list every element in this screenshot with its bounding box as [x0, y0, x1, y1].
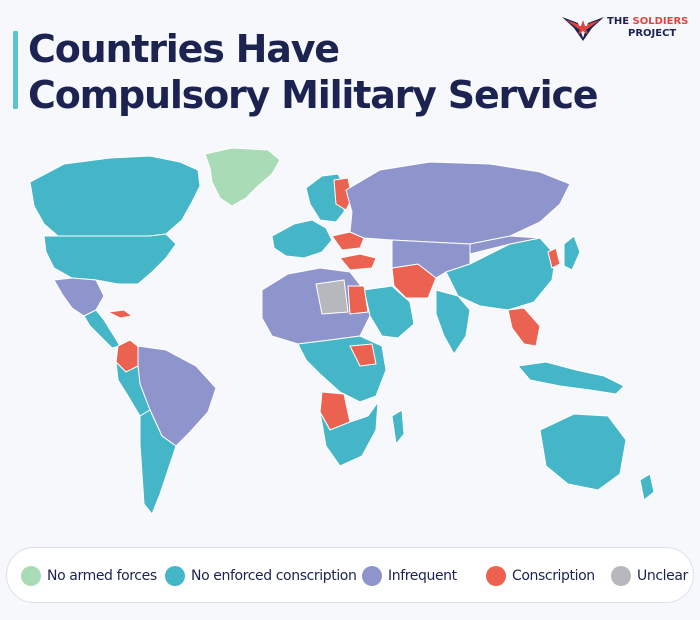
legend-item-infrequent: Infrequent — [362, 566, 457, 586]
legend-item-conscription: Conscription — [486, 566, 595, 586]
legend-item-no-enforced-conscription: No enforced conscription — [165, 566, 357, 586]
legend-label: No armed forces — [47, 568, 157, 584]
legend-item-unclear: Unclear — [611, 566, 688, 586]
logo-word-project: PROJECT — [628, 28, 677, 39]
map-region-turkey — [339, 253, 377, 271]
map-region-madagascar — [391, 409, 405, 446]
legend-swatch-infrequent — [362, 566, 382, 586]
winged-star-icon — [562, 17, 604, 41]
legend-item-no-armed-forces: No armed forces — [21, 566, 157, 586]
map-region-russia — [345, 161, 571, 245]
map-region-southern-africa — [319, 400, 379, 467]
legend-swatch-no-armed-forces — [21, 566, 41, 586]
map-region-finland — [333, 177, 353, 211]
soldiers-project-logo: THE SOLDIERS PROJECT — [562, 12, 694, 42]
title-line-1: Countries Have — [28, 27, 340, 71]
map-region-usa — [43, 233, 177, 285]
logo-word-the: THE — [607, 16, 630, 27]
map-region-mongolia — [469, 235, 541, 255]
world-map — [29, 147, 655, 515]
map-region-egypt — [347, 285, 369, 315]
title-line-2: Compulsory Military Service — [28, 73, 599, 117]
map-region-new-zealand — [639, 473, 655, 501]
map-region-libya — [315, 279, 349, 315]
legend-swatch-no-enforced-conscription — [165, 566, 185, 586]
legend-label: Conscription — [512, 568, 595, 584]
map-region-sudan — [349, 343, 377, 367]
map-region-india — [435, 289, 471, 355]
logo-wordmark: THE SOLDIERS PROJECT — [607, 16, 688, 40]
map-region-arabia — [363, 285, 415, 339]
map-region-australia — [539, 413, 627, 491]
legend-swatch-conscription — [486, 566, 506, 586]
map-region-ukraine — [331, 231, 365, 251]
legend-label: No enforced conscription — [191, 568, 357, 584]
map-region-korea — [547, 247, 561, 269]
map-legend: No armed forces No enforced conscription… — [6, 547, 694, 603]
map-region-canada — [29, 155, 201, 237]
title-accent-bar — [13, 31, 18, 109]
map-region-indonesia — [517, 361, 625, 395]
map-region-argentina — [139, 409, 177, 515]
map-region-western-europe — [271, 219, 333, 259]
map-region-japan — [563, 235, 581, 271]
legend-label: Unclear — [637, 568, 688, 584]
map-region-greenland — [204, 147, 281, 207]
legend-swatch-unclear — [611, 566, 631, 586]
logo-word-soldiers: SOLDIERS — [632, 16, 689, 27]
map-region-china — [445, 237, 557, 311]
legend-label: Infrequent — [388, 568, 457, 584]
page-title: Countries Have Compulsory Military Servi… — [28, 26, 599, 118]
map-region-cuba — [106, 309, 134, 319]
map-region-southeast-asia — [507, 307, 541, 347]
